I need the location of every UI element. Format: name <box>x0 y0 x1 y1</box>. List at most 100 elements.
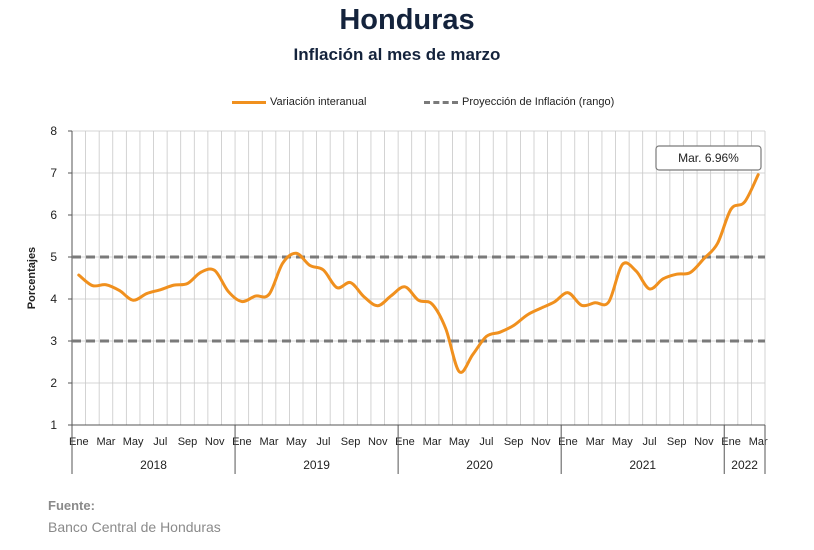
x-tick-label: Mar <box>586 436 605 448</box>
data-point <box>689 271 692 274</box>
data-point <box>444 327 447 330</box>
data-point <box>485 335 488 338</box>
data-point <box>430 302 434 306</box>
x-tick-label: May <box>123 436 144 448</box>
data-point <box>118 289 121 292</box>
data-point <box>661 277 665 281</box>
data-point <box>227 290 230 293</box>
data-point <box>716 242 719 245</box>
data-point <box>580 304 583 307</box>
x-tick-label: Nov <box>531 436 551 448</box>
data-point <box>621 263 624 266</box>
x-tick-label: Jul <box>642 436 656 448</box>
legend-swatch-orange <box>232 100 266 104</box>
x-tick-label: Mar <box>96 436 115 448</box>
data-point <box>648 287 651 291</box>
data-point <box>104 283 108 286</box>
data-point <box>566 291 570 294</box>
data-point <box>607 300 610 304</box>
source-text: Banco Central de Honduras <box>48 519 221 535</box>
data-point <box>281 262 284 265</box>
x-tick-label: May <box>286 436 307 448</box>
data-point <box>322 268 325 272</box>
data-point <box>702 257 706 260</box>
x-tick-label: May <box>449 436 470 448</box>
x-tick-label: Jul <box>316 436 330 448</box>
data-point <box>199 270 203 274</box>
data-point <box>91 284 94 287</box>
y-tick-label: 6 <box>50 208 57 222</box>
x-tick-label: Jul <box>479 436 493 448</box>
x-tick-label: May <box>612 436 633 448</box>
x-tick-label: Mar <box>260 436 279 448</box>
data-point <box>349 281 352 284</box>
data-point <box>213 269 216 272</box>
y-axis-title: Porcentajes <box>26 247 38 309</box>
data-point <box>308 264 311 267</box>
data-point <box>362 295 366 299</box>
legend-item-series: Variación interanual <box>232 96 366 108</box>
x-tick-label: Ene <box>69 436 89 448</box>
x-tick-label: Nov <box>368 436 388 448</box>
year-label: 2021 <box>629 458 656 472</box>
data-point <box>390 294 393 297</box>
y-tick-label: 2 <box>50 376 57 390</box>
source-label: Fuente: <box>48 498 95 513</box>
x-tick-label: Sep <box>504 436 524 448</box>
data-point <box>743 200 746 204</box>
legend-label-range: Proyección de Inflación (rango) <box>462 96 615 108</box>
data-point <box>131 299 135 302</box>
year-label: 2019 <box>303 458 330 472</box>
annotation-label: Mar. 6.96% <box>678 151 739 165</box>
y-tick-label: 7 <box>50 166 57 180</box>
chart-title: Honduras <box>339 4 475 36</box>
data-point <box>757 173 760 176</box>
x-tick-label: Sep <box>341 436 361 448</box>
data-point <box>526 313 529 317</box>
year-label: 2020 <box>466 458 493 472</box>
x-tick-label: Ene <box>395 436 415 448</box>
y-tick-label: 8 <box>50 124 57 138</box>
data-point <box>159 288 162 291</box>
x-tick-label: Ene <box>721 436 741 448</box>
legend-item-range: Proyección de Inflación (rango) <box>424 96 614 108</box>
data-point <box>172 283 176 287</box>
x-tick-label: Ene <box>232 436 252 448</box>
x-tick-label: Nov <box>205 436 225 448</box>
data-point <box>675 273 678 276</box>
annotation-box <box>655 145 762 171</box>
x-tick-label: Mar <box>423 436 442 448</box>
data-point <box>634 269 638 273</box>
data-point <box>254 294 257 298</box>
data-point <box>267 293 271 296</box>
data-point <box>539 307 542 310</box>
data-point <box>471 353 475 356</box>
data-point <box>145 292 148 295</box>
y-tick-label: 3 <box>50 334 57 348</box>
data-point <box>240 300 244 303</box>
data-point <box>77 273 80 277</box>
x-tick-label: Jul <box>153 436 167 448</box>
data-point <box>417 299 420 302</box>
x-tick-label: Mar <box>749 436 768 448</box>
data-point <box>512 324 515 327</box>
legend: Variación interanual Proyección de Infla… <box>0 96 814 112</box>
x-tick-label: Sep <box>178 436 198 448</box>
year-label: 2018 <box>140 458 167 472</box>
x-tick-label: Sep <box>667 436 687 448</box>
y-tick-label: 5 <box>50 250 57 264</box>
y-tick-label: 4 <box>50 292 57 306</box>
data-point <box>376 304 379 307</box>
legend-label-series: Variación interanual <box>270 96 367 108</box>
y-tick-label: 1 <box>50 418 57 432</box>
legend-swatch-gray <box>424 100 458 104</box>
data-point <box>553 300 556 304</box>
x-tick-label: Ene <box>558 436 578 448</box>
data-point <box>729 207 733 211</box>
x-tick-label: Nov <box>694 436 714 448</box>
data-point <box>498 330 502 334</box>
chart-subtitle: Inflación al mes de marzo <box>293 45 501 64</box>
data-point <box>295 252 298 255</box>
year-label: 2022 <box>731 458 758 472</box>
